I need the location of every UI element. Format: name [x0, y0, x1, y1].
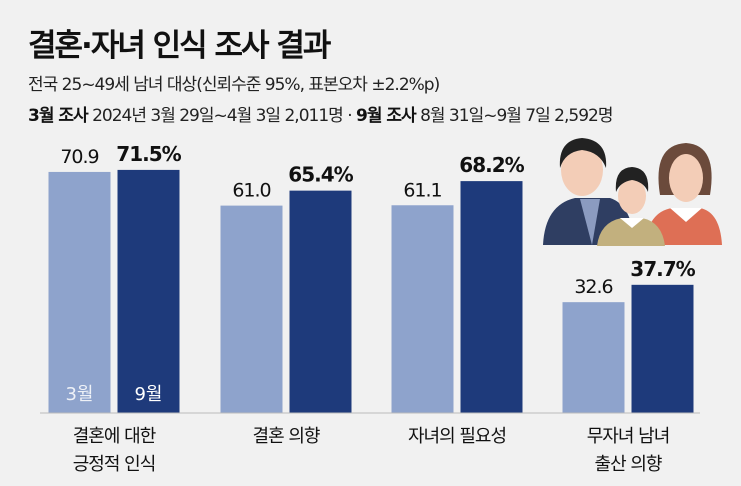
data-label: 37.7%	[630, 257, 695, 281]
bar-9월-2	[460, 181, 523, 413]
data-label: 32.6	[574, 276, 612, 298]
survey2-detail: 8월 31일~9월 7일 2,592명	[415, 106, 613, 126]
data-label: 70.9	[60, 146, 98, 168]
category-label: 긍정적 인식	[73, 454, 156, 475]
bar-3월-2	[391, 205, 454, 413]
family-illustration-icon	[543, 138, 722, 246]
bar-9월-0	[117, 169, 180, 413]
data-label: 68.2%	[459, 153, 524, 177]
legend-label-1: 9월	[134, 384, 162, 405]
chart-title: 결혼·자녀 인식 조사 결과	[28, 28, 331, 64]
bar-3월-1	[220, 205, 283, 413]
bar-3월-0	[48, 171, 111, 413]
survey1-detail: 2024년 3월 29일~4월 3일 2,011명 ·	[87, 106, 356, 126]
data-label: 65.4%	[288, 163, 353, 187]
category-label: 자녀의 필요성	[408, 426, 506, 447]
category-label: 무자녀 남녀	[587, 426, 670, 447]
category-label: 결혼 의향	[253, 426, 320, 447]
legend-label-0: 3월	[65, 384, 93, 405]
survey2-label: 9월 조사	[356, 106, 417, 126]
bar-9월-3	[631, 284, 694, 413]
survey1-label: 3월 조사	[28, 106, 89, 126]
category-label: 결혼에 대한	[73, 426, 156, 447]
bar-3월-3	[562, 302, 625, 413]
survey-info: 3월 조사 2024년 3월 29일~4월 3일 2,011명 · 9월 조사 …	[28, 101, 613, 126]
subtitle: 전국 25~49세 남녀 대상(신뢰수준 95%, 표본오차 ±2.2%p)	[28, 75, 440, 95]
category-label: 출산 의향	[595, 454, 662, 475]
data-label: 71.5%	[116, 142, 181, 166]
data-label: 61.0	[232, 180, 270, 202]
data-label: 61.1	[403, 179, 441, 201]
bar-9월-1	[289, 190, 352, 413]
